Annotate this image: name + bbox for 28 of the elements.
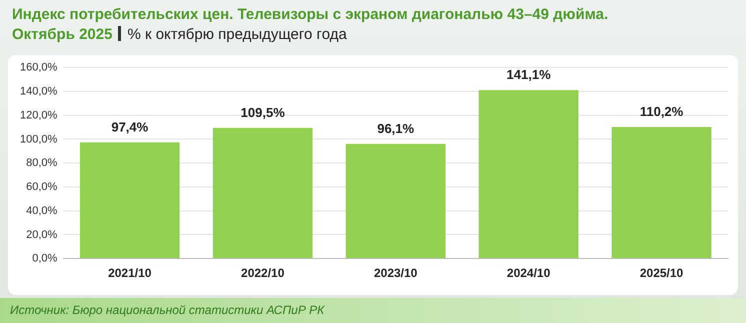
data-label: 110,2% xyxy=(640,104,684,120)
y-tick-label: 80,0% xyxy=(26,157,58,170)
chart-subtitle: Октябрь 2025 xyxy=(12,26,112,43)
x-tick-label: 2023/10 xyxy=(374,266,418,280)
bar xyxy=(212,128,313,258)
data-label: 96,1% xyxy=(377,120,415,136)
data-label: 109,5% xyxy=(240,104,286,120)
bar xyxy=(478,90,578,258)
y-tick-label: 100,0% xyxy=(20,133,58,146)
x-tick-label: 2022/10 xyxy=(241,266,285,280)
x-tick-label: 2021/10 xyxy=(108,266,152,280)
x-tick-label: 2024/10 xyxy=(506,266,551,280)
y-tick-label: 60,0% xyxy=(26,181,58,194)
bar xyxy=(80,142,180,258)
y-tick-label: 160,0% xyxy=(20,62,58,74)
bar xyxy=(612,127,712,258)
y-tick-label: 0,0% xyxy=(32,252,58,265)
bar xyxy=(346,144,446,258)
chart-title: Индекс потребительских цен. Телевизоры с экраном диагональю 43–49 дюйма. xyxy=(12,6,608,23)
y-tick-label: 40,0% xyxy=(26,204,58,217)
data-label: 141,1% xyxy=(506,67,552,82)
y-tick-label: 20,0% xyxy=(26,228,58,241)
text: Источник: Бюро национальной статистики АСПиР РК xyxy=(10,303,324,317)
y-axis-title: % к октябрю предыдущего года xyxy=(127,26,347,43)
y-tick-label: 140,0% xyxy=(20,86,58,98)
data-label: 97,4% xyxy=(111,119,149,134)
x-tick-label: 2025/10 xyxy=(640,266,684,280)
y-tick-label: 120,0% xyxy=(20,109,58,122)
